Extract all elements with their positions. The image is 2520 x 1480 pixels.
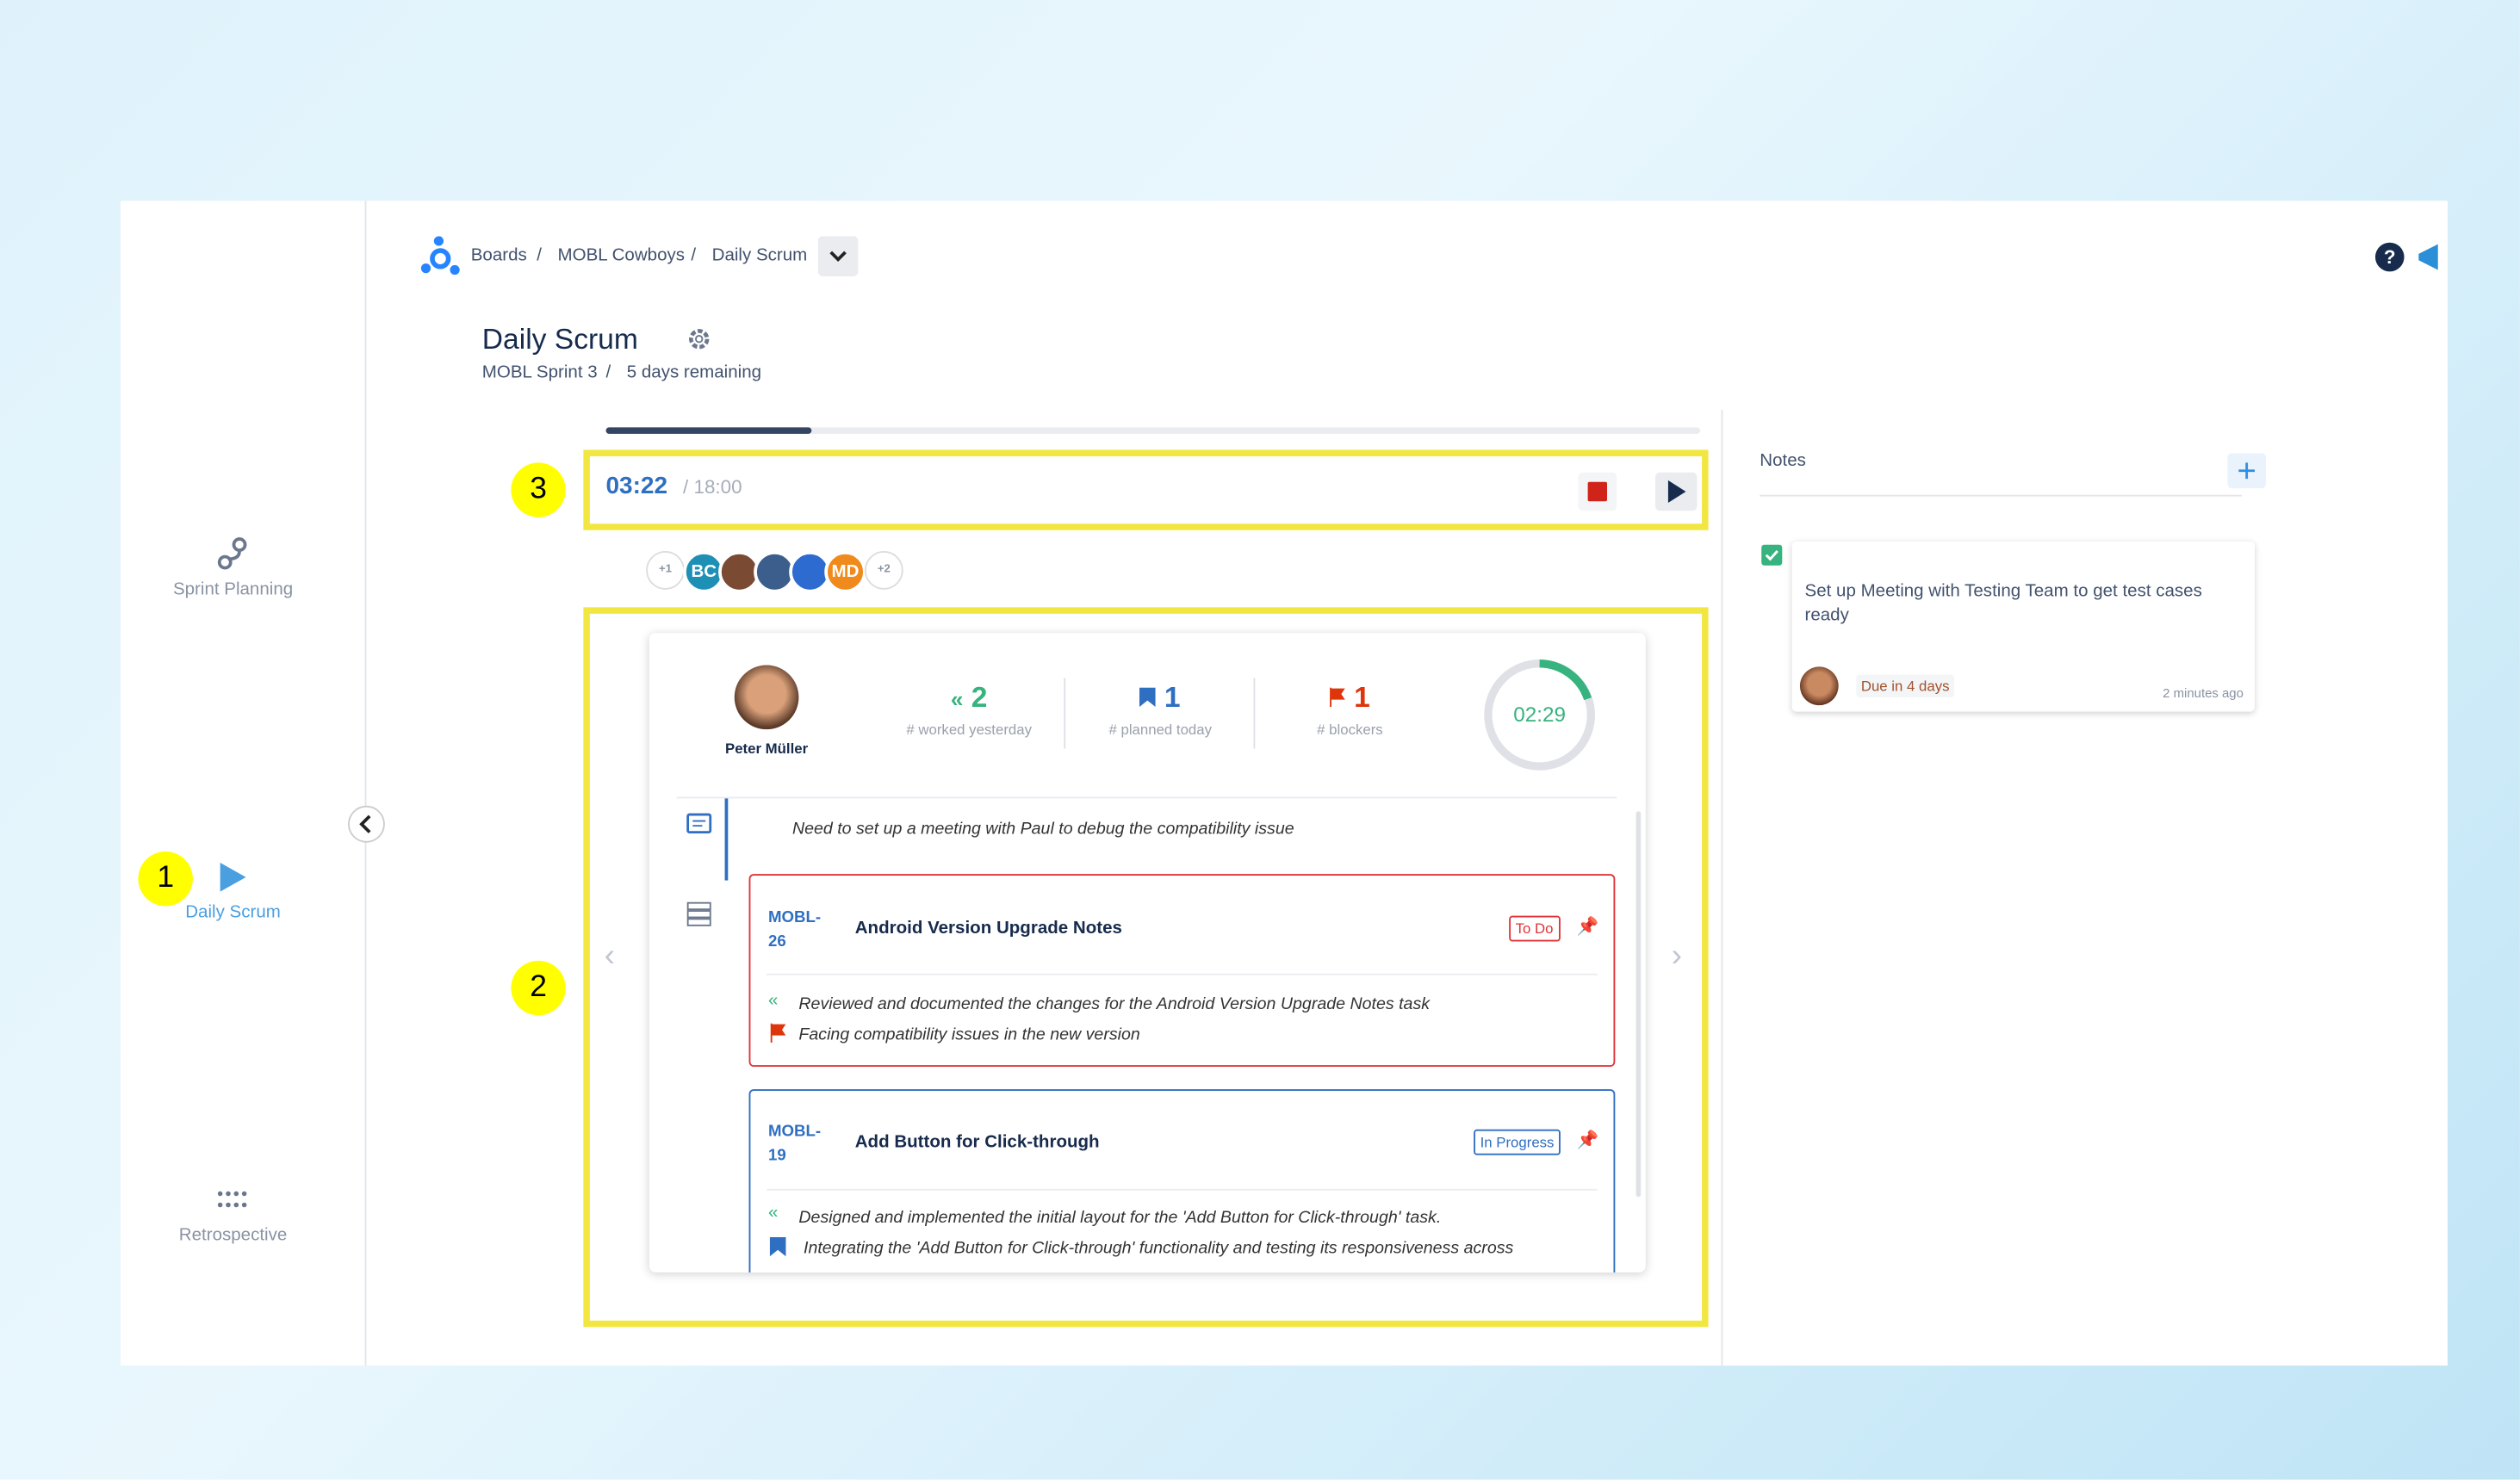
task-title: Android Version Upgrade Notes [854, 919, 1122, 938]
avatar[interactable] [718, 551, 760, 593]
pin-icon[interactable]: 📌 [1576, 917, 1599, 937]
divider [767, 1188, 1598, 1191]
note-text: Set up Meeting with Testing Team to get … [1804, 581, 2202, 625]
next-arrow[interactable]: › [1671, 938, 1683, 974]
flag-icon [770, 1023, 786, 1043]
divider [676, 796, 1617, 799]
bookmark-icon [769, 1236, 786, 1257]
stat-value: 1 [1072, 681, 1249, 715]
dropdown-button[interactable] [817, 236, 859, 276]
stat-value: « 2 [950, 681, 988, 714]
settings-icon[interactable] [685, 325, 714, 354]
timer-elapsed: 03:22 [605, 472, 668, 500]
sprint-planning-icon [217, 537, 247, 570]
stat-label: # blockers [1317, 721, 1383, 738]
help-icons[interactable]: ? [2374, 239, 2448, 275]
logo [420, 236, 460, 276]
stat-label: # planned today [1108, 721, 1213, 738]
stat-value: 1 [1262, 681, 1438, 715]
stop-button[interactable] [1578, 472, 1617, 511]
days-remaining: 5 days remaining [626, 362, 762, 383]
bookmark-icon [1139, 687, 1157, 708]
note-checkbox[interactable] [1761, 544, 1783, 566]
progress-track [605, 427, 1701, 434]
avatar-overflow[interactable]: +2 [864, 551, 903, 590]
member-avatar [734, 665, 799, 730]
task-card[interactable]: MOBL-19 Add Button for Click-through In … [748, 1089, 1616, 1273]
list-tab[interactable] [686, 901, 712, 927]
note-avatar [1799, 666, 1839, 706]
task-id[interactable]: MOBL-26 [767, 909, 822, 951]
stat-number: 1 [1354, 681, 1370, 714]
note-time: 2 minutes ago [2163, 685, 2244, 701]
daily-scrum-icon [220, 863, 246, 892]
separator: / [605, 362, 611, 383]
page-title: Daily Scrum [481, 323, 638, 356]
annotation-badge: 3 [511, 462, 566, 517]
member-name: Peter Müller [725, 740, 809, 757]
breadcrumb-link[interactable]: Boards [470, 245, 527, 265]
countdown-ring [1484, 659, 1596, 771]
stat: 1 # planned today [1072, 681, 1249, 737]
update-line: Designed and implemented the initial lay… [798, 1208, 1442, 1228]
stat-number: 2 [971, 681, 988, 714]
task-title: Add Button for Click-through [854, 1132, 1100, 1152]
progress-fill [605, 427, 812, 434]
scrollbar[interactable] [1636, 811, 1642, 1198]
breadcrumb-separator: / [537, 245, 542, 265]
stat-label: # worked yesterday [906, 721, 1033, 738]
due-badge: Due in 4 days [1856, 674, 1955, 697]
yesterday-icon: « [767, 991, 779, 1011]
stat: 1 # blockers [1262, 681, 1438, 737]
notes-title: Notes [1760, 451, 1806, 471]
breadcrumb-link[interactable]: Daily Scrum [711, 245, 808, 265]
divider [1760, 494, 2243, 497]
add-note-button[interactable] [2227, 453, 2267, 489]
note-card[interactable]: Set up Meeting with Testing Team to get … [1791, 541, 2255, 712]
stat-number: 1 [1164, 681, 1181, 714]
prev-arrow[interactable]: ‹ [604, 938, 616, 974]
update-line: Reviewed and documented the changes for … [798, 994, 1431, 1014]
countdown: 02:29 [1513, 702, 1566, 727]
annotation-badge: 1 [138, 851, 193, 907]
comment-tab[interactable] [686, 813, 712, 839]
task-card[interactable]: MOBL-26 Android Version Upgrade Notes To… [748, 874, 1616, 1068]
comment: Need to set up a meeting with Paul to de… [791, 819, 1294, 839]
svg-text:?: ? [2384, 246, 2396, 268]
breadcrumb-link[interactable]: MOBL Cowboys [557, 245, 686, 265]
stat: « 2 # worked yesterday [881, 681, 1058, 737]
panel-border [1721, 409, 1723, 1366]
play-button[interactable] [1654, 472, 1698, 511]
avatar[interactable]: MD [824, 551, 866, 593]
avatar[interactable] [789, 551, 831, 593]
breadcrumb-separator: / [691, 245, 697, 265]
active-tab-indicator [724, 798, 729, 881]
sprint-name: MOBL Sprint 3 [481, 362, 598, 383]
avatar-overflow[interactable]: +1 [646, 551, 685, 590]
retrospective-icon [217, 1191, 247, 1208]
annotation-badge: 2 [511, 960, 566, 1016]
status-badge: To Do [1509, 915, 1560, 942]
update-line: Integrating the 'Add Button for Click-th… [804, 1238, 1514, 1259]
highlight-box [583, 607, 1709, 1328]
timer-total: / 18:00 [683, 475, 742, 498]
nav-item[interactable]: Daily Scrum [185, 902, 281, 923]
divider [1064, 678, 1066, 749]
divider [1253, 678, 1256, 749]
flag-icon [1331, 687, 1346, 708]
task-id[interactable]: MOBL-19 [767, 1123, 822, 1165]
highlight-box [583, 449, 1709, 530]
collapse-button[interactable] [347, 805, 386, 844]
sidebar-border [364, 201, 367, 1366]
nav-item[interactable]: Retrospective [178, 1225, 288, 1246]
divider [767, 973, 1598, 975]
pin-icon[interactable]: 📌 [1576, 1130, 1599, 1151]
nav-item[interactable]: Sprint Planning [172, 579, 294, 600]
status-badge: In Progress [1474, 1129, 1561, 1155]
update-line: Facing compatibility issues in the new v… [798, 1025, 1140, 1044]
task-list: MOBL-26 Android Version Upgrade Notes To… [649, 633, 1646, 1273]
yesterday-icon: « [767, 1203, 779, 1223]
